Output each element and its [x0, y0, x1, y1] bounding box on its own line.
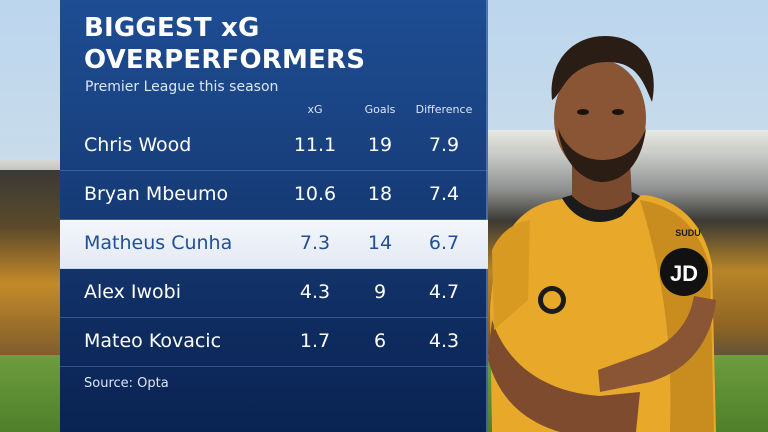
difference-value: 4.3	[428, 330, 460, 352]
goals-value: 19	[367, 134, 393, 156]
player-name: Matheus Cunha	[84, 232, 233, 254]
panel-edge	[486, 0, 488, 432]
title-line-1: BIGGEST xG	[84, 13, 260, 43]
title-line-2: OVERPERFORMERS	[84, 45, 366, 75]
panel-subtitle: Premier League this season	[85, 79, 279, 95]
player-eye-left	[577, 109, 589, 115]
difference-value: 4.7	[428, 281, 460, 303]
xg-value: 7.3	[299, 232, 331, 254]
difference-value: 7.4	[428, 183, 460, 205]
sponsor-text: JD	[670, 261, 698, 286]
player-name: Bryan Mbeumo	[84, 183, 229, 205]
player-hair	[551, 36, 654, 102]
table-row: Bryan Mbeumo 10.6 18 7.4	[60, 171, 488, 220]
column-header-xg: xG	[307, 103, 323, 116]
panel-title: BIGGEST xG OVERPERFORMERS	[84, 12, 365, 76]
player-arm-left	[488, 320, 640, 432]
player-head	[554, 60, 646, 176]
goals-value: 14	[367, 232, 393, 254]
column-header-goals: Goals	[364, 103, 396, 116]
table-row: Mateo Kovacic 1.7 6 4.3	[60, 318, 488, 367]
xg-value: 10.6	[293, 183, 337, 205]
difference-value: 6.7	[428, 232, 460, 254]
player-name: Chris Wood	[84, 134, 192, 156]
source-note: Source: Opta	[84, 376, 169, 391]
table-row-highlighted: Matheus Cunha 7.3 14 6.7	[60, 220, 488, 269]
xg-value: 4.3	[299, 281, 331, 303]
goals-value: 6	[373, 330, 387, 352]
goals-value: 18	[367, 183, 393, 205]
player-table: Chris Wood 11.1 19 7.9 Bryan Mbeumo 10.6…	[60, 122, 488, 367]
player-name: Mateo Kovacic	[84, 330, 222, 352]
stats-panel	[60, 0, 488, 432]
column-header-difference: Difference	[415, 103, 473, 116]
xg-value: 11.1	[293, 134, 337, 156]
brand-text: SUDU	[675, 228, 701, 238]
table-row: Chris Wood 11.1 19 7.9	[60, 122, 488, 171]
left-stand	[0, 170, 70, 360]
player-arm-right	[598, 296, 716, 392]
difference-value: 7.9	[428, 134, 460, 156]
sponsor-logo	[660, 248, 708, 296]
player-beard	[558, 128, 646, 182]
goals-value: 9	[373, 281, 387, 303]
player-eye-right	[612, 109, 624, 115]
xg-value: 1.7	[299, 330, 331, 352]
player-name: Alex Iwobi	[84, 281, 182, 303]
table-row: Alex Iwobi 4.3 9 4.7	[60, 269, 488, 318]
player-sleeve	[492, 220, 530, 330]
